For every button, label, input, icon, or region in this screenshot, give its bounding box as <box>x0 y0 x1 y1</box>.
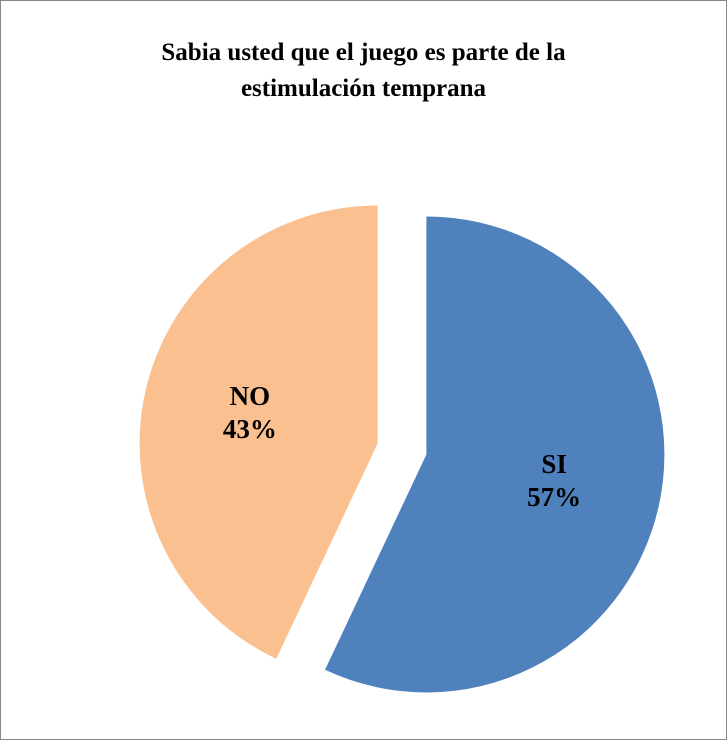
slice-value-label: 57% <box>527 482 581 512</box>
slice-category-label: SI <box>541 449 567 479</box>
slice-category-label: NO <box>230 381 271 411</box>
pie-slice <box>139 205 378 659</box>
slice-value-label: 43% <box>223 414 277 444</box>
chart-title: Sabia usted que el juego es parte de la … <box>161 39 566 102</box>
pie-slice <box>325 216 665 693</box>
